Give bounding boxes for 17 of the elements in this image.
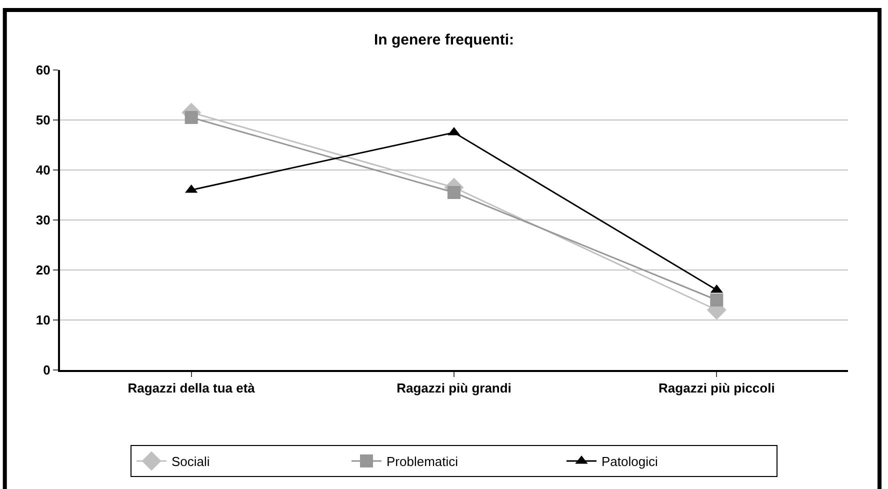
- legend-label: Problematici: [386, 454, 458, 470]
- legend-label: Patologici: [602, 454, 658, 470]
- x-tick-label: Ragazzi più piccoli: [658, 380, 775, 396]
- chart-title: In genere frequenti:: [374, 32, 514, 49]
- y-tick-label: 20: [36, 262, 50, 278]
- x-tick-label: Ragazzi della tua età: [128, 380, 256, 396]
- legend-label: Sociali: [172, 454, 210, 470]
- point: [710, 294, 724, 306]
- y-tick-label: 50: [36, 112, 50, 128]
- y-tick-label: 0: [43, 362, 50, 378]
- y-tick-label: 60: [36, 62, 50, 78]
- point: [448, 186, 460, 199]
- y-tick-label: 10: [36, 312, 50, 328]
- x-tick-label: Ragazzi più grandi: [396, 380, 512, 396]
- y-tick-label: 40: [36, 162, 50, 178]
- y-tick-label: 30: [36, 212, 50, 228]
- point: [184, 111, 198, 124]
